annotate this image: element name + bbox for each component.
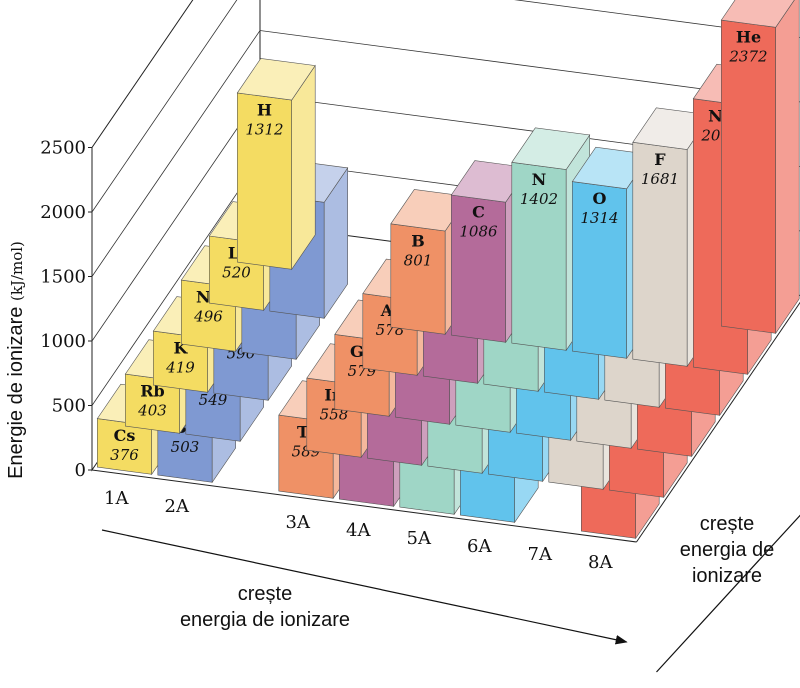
bar-symbol-label: B [411,231,425,250]
gridline [91,30,800,277]
bar-value-label: 376 [110,446,139,464]
bar-value-label: 496 [193,308,223,326]
y-tick-label: 500 [52,396,86,417]
group-label-1A: 1A [104,488,129,509]
bar-value-label: 1314 [580,209,618,227]
gridline [91,0,800,213]
bar-top-face [720,0,795,28]
bar-symbol-label: H [257,100,272,119]
bar-value-label: 419 [165,359,195,377]
group-label-3A: 3A [286,512,311,533]
bar-symbol-label: C [472,203,485,222]
periods-trend-label: crește energia de ionizare [680,513,775,587]
bar-symbol-label: Cs [114,426,136,445]
bar-symbol-label: He [736,28,761,47]
bar-value-label: 1086 [459,223,498,241]
bar-value-label: 503 [171,438,200,456]
groups-trend-label: crește energia de ionizare [180,583,350,631]
bar-symbol-label: N [532,170,547,189]
bar-symbol-label: F [654,150,666,169]
group-label-6A: 6A [467,536,492,557]
group-label-2A: 2A [165,496,190,517]
y-tick-label: 2500 [40,138,86,159]
y-axis: 0 500 1000 1500 2000 2500 Energie de ionizare … [5,138,92,481]
bar-front-face [720,19,777,334]
group-label-7A: 7A [528,544,553,565]
bar-value-label: 1402 [520,190,558,208]
floor-right-edge [636,301,800,543]
y-tick-label: 2000 [40,202,86,223]
y-axis-title: Energie de ionizare (kJ/mol) [5,241,27,479]
bar-value-label: 801 [404,251,433,269]
bar-top-face [236,58,316,101]
group-label-5A: 5A [407,528,432,549]
periods-trend-arrow [656,514,800,673]
group-axis: 1A 2A 3A 4A 5A 6A 7A 8A [104,488,613,573]
groups-trend-arrow [101,529,628,645]
y-axis-unit: (kJ/mol) [8,241,26,301]
bar-value-label: 1312 [245,120,283,138]
bar-side-face [775,0,800,335]
bar-value-label: 1681 [641,170,679,188]
bar-value-label: 520 [222,264,251,282]
bar-side-face [291,64,316,271]
y-tick-label: 0 [75,460,86,481]
bar-value-label: 549 [199,391,228,409]
bar-symbol-label: O [593,189,607,208]
y-tick-label: 1500 [40,267,86,288]
bar-value-label: 403 [137,402,167,420]
y-axis-title-text: Energie de ionizare [5,301,27,479]
y-tick-label: 1000 [40,331,86,352]
group-label-8A: 8A [588,552,613,573]
bar-top-face [511,127,591,170]
bar-symbol-label: Rb [140,382,164,401]
trend-arrows: crește energia de ionizare crește energia d… [101,513,800,673]
floor-front-edge [91,469,637,543]
group-label-4A: 4A [346,520,371,541]
bar-value-label: 2372 [728,48,767,66]
bars-layer: Cs376Ba503Tl589Pb716Bi703Po812Rn1037Rb40… [96,0,800,540]
